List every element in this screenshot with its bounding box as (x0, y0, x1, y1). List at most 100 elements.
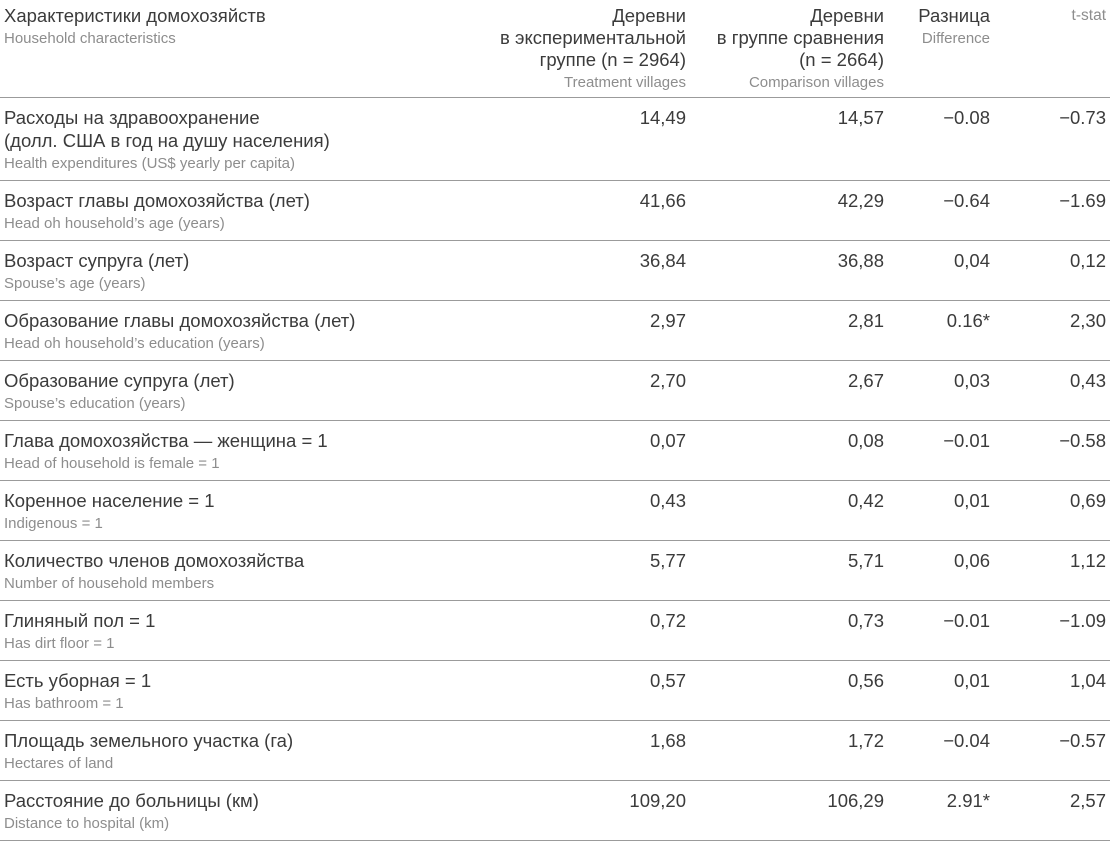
row-comparison-cell: 5,71 (686, 549, 884, 594)
row-difference-cell: −0.01 (884, 609, 990, 654)
header-tstat-label: t-stat (1071, 7, 1106, 24)
row-comparison-value: 0,08 (847, 430, 884, 451)
table-row: Глава домохозяйства — женщина = 1 Head o… (0, 421, 1110, 481)
row-treatment-cell: 0,43 (486, 489, 686, 534)
row-treatment-cell: 0,72 (486, 609, 686, 654)
row-difference-value: −0.04 (943, 730, 990, 751)
row-label-en: Distance to hospital (km) (4, 815, 170, 832)
table-header: Характеристики домохозяйств Household ch… (0, 0, 1110, 98)
row-label-ru: Образование супруга (лет) (4, 370, 235, 391)
header-treatment-ru: Деревни в экспериментальной группе (n = … (500, 5, 686, 70)
row-label-ru: Коренное население = 1 (4, 490, 215, 511)
header-characteristics-en: Household characteristics (4, 30, 176, 47)
row-label-en: Head of household is female = 1 (4, 455, 220, 472)
row-difference-cell: −0.04 (884, 729, 990, 774)
row-tstat-cell: −0.57 (990, 729, 1106, 774)
row-difference-cell: 0,01 (884, 489, 990, 534)
row-tstat-value: 1,04 (1069, 670, 1106, 691)
table-row: Площадь земельного участка (га) Hectares… (0, 721, 1110, 781)
row-label-ru: Образование главы домохозяйства (лет) (4, 310, 356, 331)
row-tstat-cell: 1,04 (990, 669, 1106, 714)
row-difference-value: −0.01 (943, 610, 990, 631)
row-tstat-cell: −1.09 (990, 609, 1106, 654)
row-label-cell: Площадь земельного участка (га) Hectares… (4, 729, 486, 774)
row-difference-value: 0,01 (953, 670, 990, 691)
row-difference-cell: 0,04 (884, 249, 990, 294)
row-treatment-cell: 1,68 (486, 729, 686, 774)
row-label-cell: Расстояние до больницы (км) Distance to … (4, 789, 486, 834)
row-label-cell: Глиняный пол = 1 Has dirt floor = 1 (4, 609, 486, 654)
row-tstat-cell: 0,43 (990, 369, 1106, 414)
row-treatment-cell: 5,77 (486, 549, 686, 594)
row-comparison-cell: 2,67 (686, 369, 884, 414)
row-treatment-value: 36,84 (639, 250, 686, 271)
header-characteristics: Характеристики домохозяйств Household ch… (4, 5, 486, 93)
row-label-en: Indigenous = 1 (4, 515, 103, 532)
row-comparison-value: 0,42 (847, 490, 884, 511)
header-difference-ru: Разница (918, 5, 990, 26)
row-tstat-cell: 1,12 (990, 549, 1106, 594)
row-treatment-cell: 0,07 (486, 429, 686, 474)
row-difference-value: 0,01 (953, 490, 990, 511)
row-difference-cell: 0,06 (884, 549, 990, 594)
row-tstat-value: −1.69 (1059, 190, 1106, 211)
row-difference-cell: 0,03 (884, 369, 990, 414)
table-row: Коренное население = 1 Indigenous = 1 0,… (0, 481, 1110, 541)
row-treatment-cell: 14,49 (486, 106, 686, 174)
row-comparison-value: 14,57 (837, 107, 884, 128)
row-tstat-cell: −1.69 (990, 189, 1106, 234)
row-treatment-value: 2,97 (649, 310, 686, 331)
row-treatment-value: 14,49 (639, 107, 686, 128)
table-row: Глиняный пол = 1 Has dirt floor = 1 0,72… (0, 601, 1110, 661)
row-treatment-value: 0,43 (649, 490, 686, 511)
row-label-cell: Возраст главы домохозяйства (лет) Head o… (4, 189, 486, 234)
row-difference-cell: 0.16* (884, 309, 990, 354)
row-treatment-cell: 109,20 (486, 789, 686, 834)
row-label-ru: Расходы на здравоохранение (долл. США в … (4, 107, 330, 151)
row-label-cell: Образование главы домохозяйства (лет) He… (4, 309, 486, 354)
row-difference-value: 2.91* (946, 790, 990, 811)
row-difference-value: 0.16* (946, 310, 990, 331)
row-comparison-cell: 0,08 (686, 429, 884, 474)
row-comparison-value: 2,81 (847, 310, 884, 331)
row-comparison-value: 36,88 (837, 250, 884, 271)
row-difference-value: −0.01 (943, 430, 990, 451)
row-label-cell: Расходы на здравоохранение (долл. США в … (4, 106, 486, 174)
row-difference-value: −0.64 (943, 190, 990, 211)
row-comparison-cell: 42,29 (686, 189, 884, 234)
table-row: Возраст супруга (лет) Spouse’s age (year… (0, 241, 1110, 301)
row-tstat-cell: 0,69 (990, 489, 1106, 534)
row-difference-value: 0,06 (953, 550, 990, 571)
row-label-cell: Есть уборная = 1 Has bathroom = 1 (4, 669, 486, 714)
row-comparison-cell: 0,56 (686, 669, 884, 714)
row-tstat-value: −1.09 (1059, 610, 1106, 631)
header-characteristics-ru: Характеристики домохозяйств (4, 5, 266, 26)
row-tstat-value: 0,43 (1069, 370, 1106, 391)
row-label-cell: Образование супруга (лет) Spouse’s educa… (4, 369, 486, 414)
row-comparison-cell: 0,73 (686, 609, 884, 654)
row-tstat-value: 0,69 (1069, 490, 1106, 511)
row-label-ru: Возраст супруга (лет) (4, 250, 190, 271)
header-difference: Разница Difference (884, 5, 990, 93)
row-tstat-value: −0.58 (1059, 430, 1106, 451)
table-row: Возраст главы домохозяйства (лет) Head o… (0, 181, 1110, 241)
row-tstat-cell: −0.73 (990, 106, 1106, 174)
row-treatment-value: 109,20 (629, 790, 686, 811)
row-label-en: Head oh household’s age (years) (4, 215, 225, 232)
row-tstat-cell: 0,12 (990, 249, 1106, 294)
row-label-ru: Есть уборная = 1 (4, 670, 152, 691)
row-comparison-cell: 1,72 (686, 729, 884, 774)
row-tstat-cell: 2,57 (990, 789, 1106, 834)
row-treatment-value: 0,72 (649, 610, 686, 631)
table-row: Образование супруга (лет) Spouse’s educa… (0, 361, 1110, 421)
row-label-ru: Глава домохозяйства — женщина = 1 (4, 430, 328, 451)
row-tstat-value: 0,12 (1069, 250, 1106, 271)
row-difference-value: 0,03 (953, 370, 990, 391)
header-comparison: Деревни в группе сравнения (n = 2664) Co… (686, 5, 884, 93)
row-comparison-value: 106,29 (827, 790, 884, 811)
row-comparison-cell: 36,88 (686, 249, 884, 294)
row-treatment-value: 5,77 (649, 550, 686, 571)
row-tstat-value: 1,12 (1069, 550, 1106, 571)
row-tstat-value: 2,57 (1069, 790, 1106, 811)
